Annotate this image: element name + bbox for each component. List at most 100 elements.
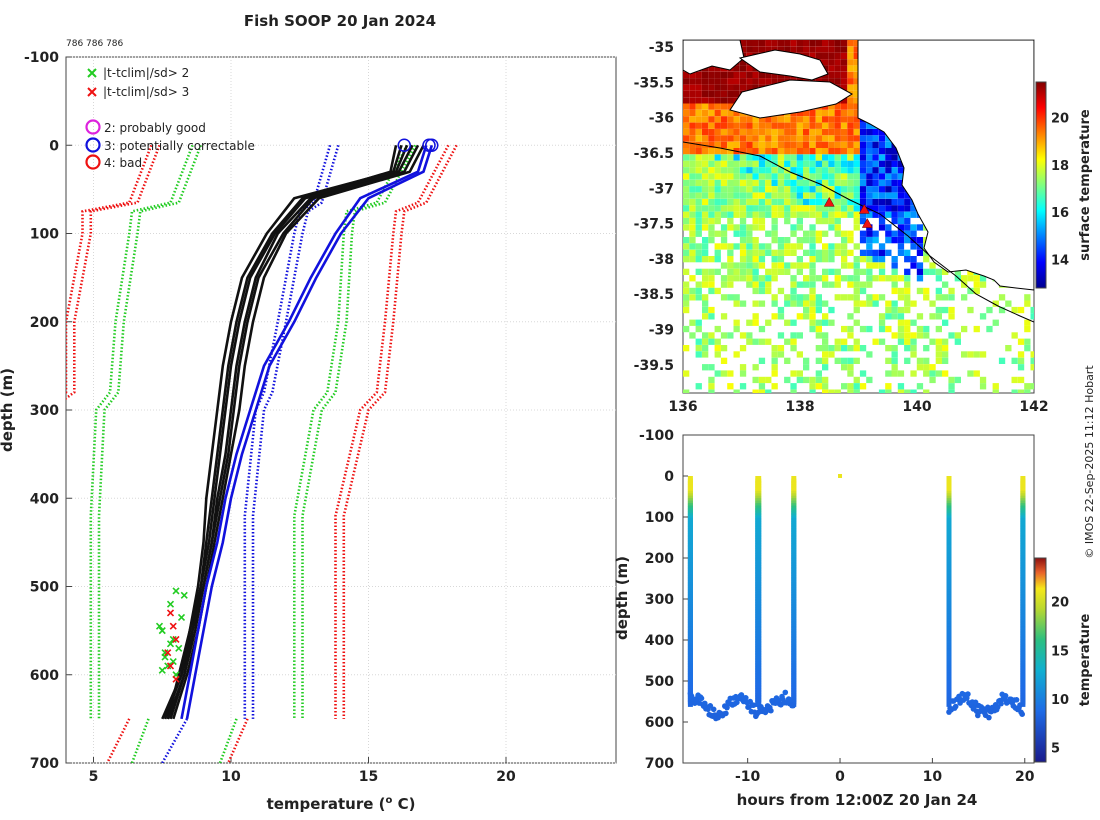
sst-cell — [841, 59, 848, 66]
sst-cell — [878, 389, 886, 393]
sst-cell — [765, 230, 772, 237]
sst-cell — [809, 256, 816, 263]
temperature-colorbar — [1034, 557, 1047, 763]
time-y-tick-label: 200 — [645, 551, 674, 567]
sst-cell — [714, 135, 721, 142]
sst-cell — [897, 186, 905, 193]
sst-cell — [885, 173, 892, 180]
map-colorbar — [1035, 81, 1047, 289]
sst-cell — [784, 198, 791, 206]
sst-cell — [746, 129, 753, 136]
sst-cell — [872, 154, 879, 161]
climatology-line — [251, 144, 340, 719]
sst-cell — [872, 167, 879, 174]
sst-cell — [739, 179, 747, 187]
sst-cell — [910, 237, 917, 244]
sst-cell — [784, 160, 791, 167]
track-triangle — [858, 203, 870, 214]
sst-cell — [828, 103, 835, 110]
sst-cell — [683, 294, 690, 301]
sst-cell — [739, 237, 747, 244]
sst-cell — [702, 160, 709, 167]
sst-cell — [784, 319, 791, 326]
sst-cell — [752, 243, 759, 250]
sst-cell — [897, 370, 905, 377]
flag-x-marker — [169, 657, 177, 666]
sst-cell — [935, 268, 942, 275]
sst-cell — [872, 338, 879, 345]
sst-cell — [733, 325, 740, 333]
time-depth-x-axis-label: hours from 12:00Z 20 Jan 24 — [737, 791, 978, 809]
sst-cell — [702, 103, 709, 110]
sst-cell — [866, 211, 873, 218]
sst-cell — [815, 211, 822, 218]
sst-cell — [752, 389, 759, 393]
sst-cell — [796, 148, 803, 155]
sst-cell — [809, 211, 816, 218]
sst-cell — [796, 129, 803, 136]
sst-cell — [727, 179, 734, 187]
sst-cell — [847, 370, 854, 377]
sst-cell — [904, 192, 911, 199]
sst-cell — [815, 109, 822, 117]
sst-cell — [885, 205, 892, 212]
sst-cell — [784, 294, 791, 301]
sst-cell — [714, 84, 721, 91]
sst-cell — [841, 78, 848, 85]
sst-cell — [809, 148, 816, 155]
sst-cell — [904, 205, 911, 212]
temperature-profile — [169, 144, 414, 720]
sst-cell — [1030, 364, 1034, 371]
sst-cell — [948, 332, 955, 339]
sst-cell — [758, 198, 766, 206]
sst-cell — [822, 129, 829, 136]
sst-cell — [866, 154, 873, 161]
sst-cell — [822, 141, 829, 148]
sst-cell — [796, 376, 803, 384]
sst-cell — [771, 237, 778, 244]
sst-cell — [822, 319, 829, 326]
sst-cell — [872, 205, 879, 212]
sst-cell — [683, 78, 690, 85]
sst-cell — [853, 78, 860, 85]
sst-cell — [828, 319, 835, 326]
sst-cell — [739, 135, 747, 142]
sst-cell — [790, 173, 797, 180]
sst-cell — [746, 198, 753, 206]
sst-cell — [853, 281, 860, 288]
sst-cell — [758, 186, 766, 193]
sst-cell — [897, 237, 905, 244]
sst-cell — [796, 313, 803, 320]
sst-cell — [683, 84, 690, 91]
sst-cell — [689, 78, 696, 85]
sst-cell — [708, 186, 715, 193]
sst-cell — [815, 160, 822, 167]
sst-cell — [689, 256, 696, 263]
sst-cell — [784, 192, 791, 199]
sst-cell — [784, 376, 791, 384]
climatology-line — [89, 144, 194, 719]
sst-cell — [714, 198, 721, 206]
sst-cell — [714, 122, 721, 129]
sst-cell — [897, 319, 905, 326]
sst-cell — [891, 364, 898, 371]
sst-cell — [841, 338, 848, 345]
sst-cell — [784, 243, 791, 250]
sst-cell — [739, 205, 747, 212]
land-kangaroo-island — [729, 79, 853, 119]
sst-cell — [803, 313, 810, 320]
sst-cell — [904, 275, 911, 282]
profile-legend: |t-tclim|/sd> 2 |t-tclim|/sd> 3 2: proba… — [85, 66, 255, 170]
sst-cell — [708, 90, 715, 98]
sst-cell — [822, 109, 829, 117]
sst-cell — [733, 294, 740, 301]
sst-cell — [727, 249, 734, 256]
sst-cell — [866, 300, 873, 307]
sst-cell — [815, 357, 822, 364]
sst-cell — [727, 186, 734, 193]
sst-cell — [720, 122, 728, 129]
sst-cell — [796, 224, 803, 231]
sst-cell — [746, 40, 753, 47]
temperature-profiles — [161, 144, 434, 720]
